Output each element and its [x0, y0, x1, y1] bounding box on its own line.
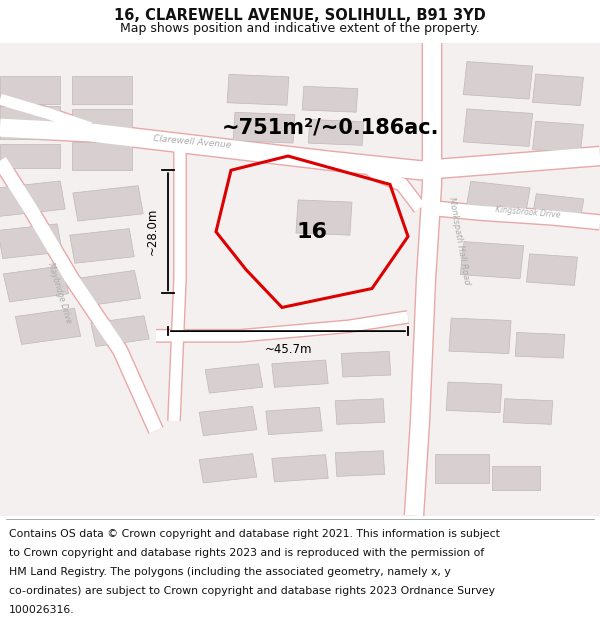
- Polygon shape: [533, 74, 583, 106]
- Polygon shape: [72, 142, 132, 170]
- Polygon shape: [532, 194, 584, 222]
- Polygon shape: [460, 242, 524, 279]
- Polygon shape: [308, 119, 364, 146]
- Polygon shape: [492, 466, 540, 489]
- Polygon shape: [335, 399, 385, 424]
- Text: Map shows position and indicative extent of the property.: Map shows position and indicative extent…: [120, 22, 480, 35]
- Polygon shape: [466, 181, 530, 216]
- Polygon shape: [199, 454, 257, 483]
- Polygon shape: [463, 62, 533, 99]
- Polygon shape: [449, 318, 511, 354]
- Polygon shape: [296, 200, 352, 235]
- Polygon shape: [272, 454, 328, 482]
- Polygon shape: [205, 364, 263, 393]
- Polygon shape: [0, 224, 62, 259]
- Polygon shape: [533, 121, 583, 153]
- Polygon shape: [266, 408, 322, 434]
- Text: 16: 16: [296, 222, 328, 242]
- Polygon shape: [16, 308, 80, 344]
- Text: Maybridge Drive: Maybridge Drive: [46, 262, 74, 325]
- Polygon shape: [227, 74, 289, 105]
- Text: Contains OS data © Crown copyright and database right 2021. This information is : Contains OS data © Crown copyright and d…: [9, 529, 500, 539]
- Polygon shape: [0, 76, 60, 104]
- Text: 16, CLAREWELL AVENUE, SOLIHULL, B91 3YD: 16, CLAREWELL AVENUE, SOLIHULL, B91 3YD: [114, 9, 486, 24]
- Polygon shape: [503, 399, 553, 424]
- Polygon shape: [73, 186, 143, 221]
- Polygon shape: [91, 316, 149, 346]
- Text: Clarewell Avenue: Clarewell Avenue: [152, 134, 232, 150]
- Text: ~751m²/~0.186ac.: ~751m²/~0.186ac.: [222, 118, 439, 138]
- Text: Kingsbrook Drive: Kingsbrook Drive: [495, 206, 561, 220]
- Text: HM Land Registry. The polygons (including the associated geometry, namely x, y: HM Land Registry. The polygons (includin…: [9, 567, 451, 577]
- Polygon shape: [446, 382, 502, 412]
- Polygon shape: [72, 109, 132, 137]
- Polygon shape: [335, 451, 385, 476]
- Text: co-ordinates) are subject to Crown copyright and database rights 2023 Ordnance S: co-ordinates) are subject to Crown copyr…: [9, 586, 495, 596]
- Polygon shape: [4, 266, 68, 302]
- Polygon shape: [70, 229, 134, 263]
- Polygon shape: [0, 144, 60, 168]
- Polygon shape: [233, 112, 295, 143]
- Text: to Crown copyright and database rights 2023 and is reproduced with the permissio: to Crown copyright and database rights 2…: [9, 548, 484, 558]
- Text: ~28.0m: ~28.0m: [146, 208, 159, 256]
- Polygon shape: [435, 454, 489, 482]
- Text: ~45.7m: ~45.7m: [264, 343, 312, 356]
- Polygon shape: [527, 254, 577, 286]
- Polygon shape: [272, 360, 328, 388]
- Polygon shape: [76, 271, 140, 307]
- Polygon shape: [341, 351, 391, 377]
- Polygon shape: [72, 76, 132, 104]
- Polygon shape: [515, 332, 565, 358]
- Polygon shape: [0, 106, 60, 139]
- Polygon shape: [302, 86, 358, 112]
- Text: Monkspath Hall Road: Monkspath Hall Road: [447, 197, 471, 286]
- Text: 100026316.: 100026316.: [9, 605, 74, 615]
- Polygon shape: [0, 181, 65, 216]
- Polygon shape: [199, 406, 257, 436]
- Polygon shape: [463, 109, 533, 146]
